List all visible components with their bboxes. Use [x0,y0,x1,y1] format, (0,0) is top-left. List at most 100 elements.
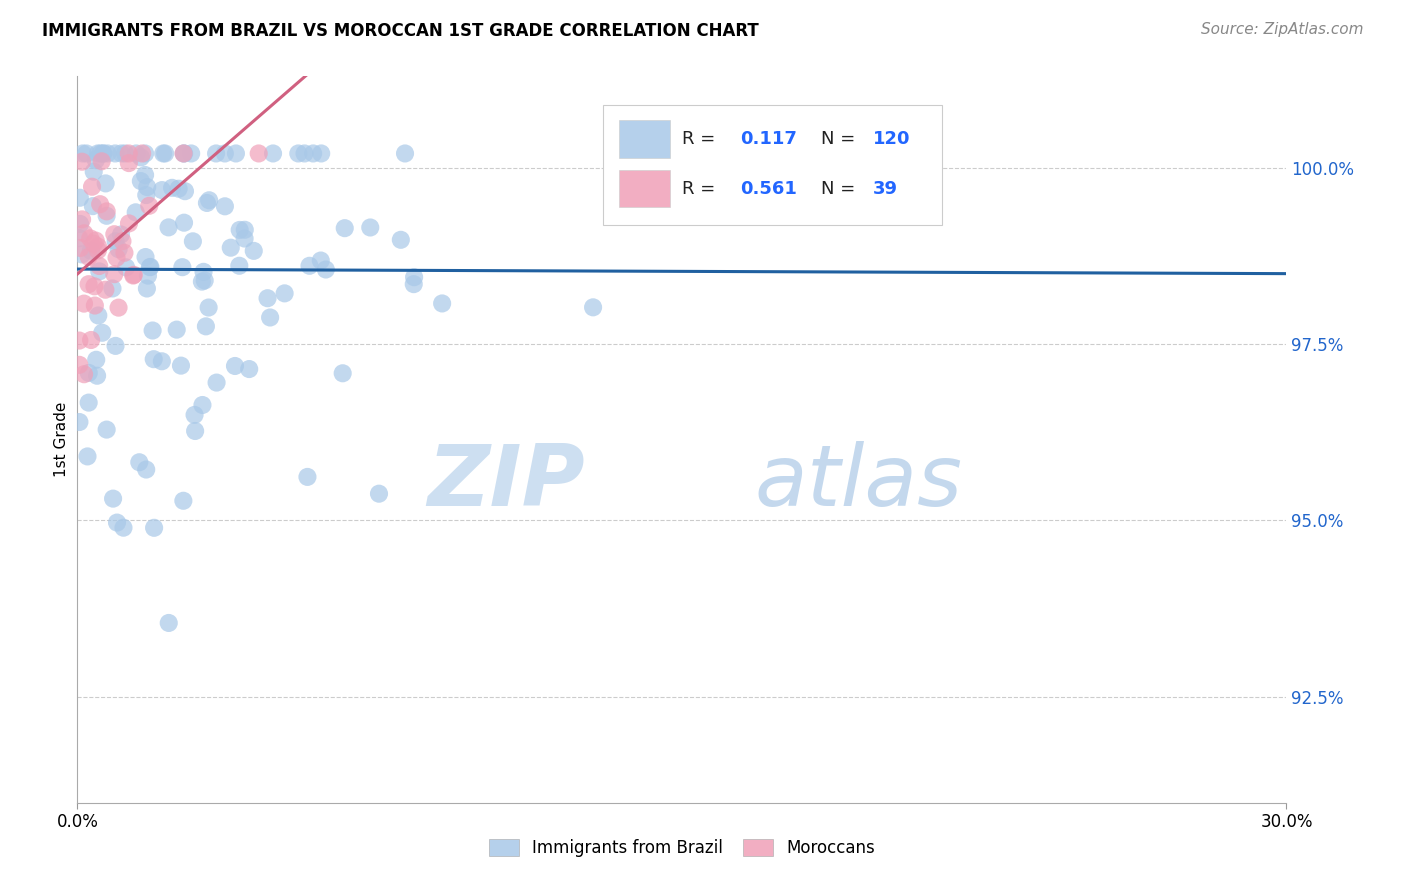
Point [87,309,110,323]
Point [135,188,157,202]
Point [69,191,91,205]
Point [184,424,207,438]
Point [129,174,152,188]
Point [83,236,105,251]
Point [142,352,165,367]
FancyBboxPatch shape [619,169,669,208]
Point [150,183,173,197]
Point [72,146,94,161]
Point [86,368,108,383]
Text: N =: N = [821,130,855,148]
Text: 0.117: 0.117 [740,130,797,148]
Point [139,260,162,275]
Point [214,199,236,213]
Point [110,227,132,242]
Point [138,199,160,213]
FancyBboxPatch shape [619,120,669,158]
Point [287,146,309,161]
Text: N =: N = [821,179,855,197]
Point [118,216,141,230]
Point [135,281,157,295]
Point [89,259,111,273]
Point [191,275,214,289]
Point [84,153,107,168]
Point [181,235,204,249]
Point [89,146,111,161]
Point [359,220,381,235]
Point [183,408,205,422]
Point [150,354,173,368]
Point [80,179,103,194]
Point [104,146,127,161]
Point [91,326,114,340]
Text: ZIP: ZIP [427,442,585,524]
Point [205,146,228,161]
Point [125,146,148,161]
Point [79,231,101,245]
Point [157,615,180,630]
Point [103,267,125,281]
Point [67,231,90,245]
Point [91,146,114,161]
Point [73,368,96,382]
Text: Source: ZipAtlas.com: Source: ZipAtlas.com [1201,22,1364,37]
Point [173,146,195,161]
Y-axis label: 1st Grade: 1st Grade [53,401,69,477]
Point [152,146,174,161]
Point [96,423,118,437]
Point [194,319,217,334]
Point [96,209,118,223]
Point [134,146,156,161]
Point [332,366,354,380]
Point [77,395,100,409]
Point [238,362,260,376]
Point [173,146,195,161]
Point [135,462,157,476]
Point [94,283,117,297]
Point [173,146,195,161]
Point [87,146,110,161]
Point [70,212,93,227]
Point [96,204,118,219]
Point [125,205,148,219]
Point [134,168,156,182]
Point [193,265,215,279]
Point [160,181,183,195]
Point [110,146,132,161]
Point [115,260,138,275]
Point [87,244,110,258]
Point [294,146,316,161]
Text: IMMIGRANTS FROM BRAZIL VS MOROCCAN 1ST GRADE CORRELATION CHART: IMMIGRANTS FROM BRAZIL VS MOROCCAN 1ST G… [42,22,759,40]
Point [309,146,332,161]
Point [111,234,134,248]
Point [194,273,217,287]
Text: 120: 120 [873,130,911,148]
Point [80,333,103,347]
Point [87,240,110,254]
Point [70,154,93,169]
Point [170,359,193,373]
Point [389,233,412,247]
Text: atlas: atlas [755,442,963,524]
Point [67,358,90,372]
Point [173,216,195,230]
Point [83,164,105,178]
Point [73,226,96,240]
Point [233,223,256,237]
Point [89,264,111,278]
Point [84,234,107,248]
Point [136,180,159,194]
Point [219,241,242,255]
Point [302,146,325,161]
Point [228,223,250,237]
Point [582,301,605,315]
Point [191,398,214,412]
Point [394,146,416,161]
Point [198,194,221,208]
Point [315,262,337,277]
Point [142,324,165,338]
Point [402,277,425,292]
Point [205,376,228,390]
Point [80,244,103,258]
Point [157,220,180,235]
